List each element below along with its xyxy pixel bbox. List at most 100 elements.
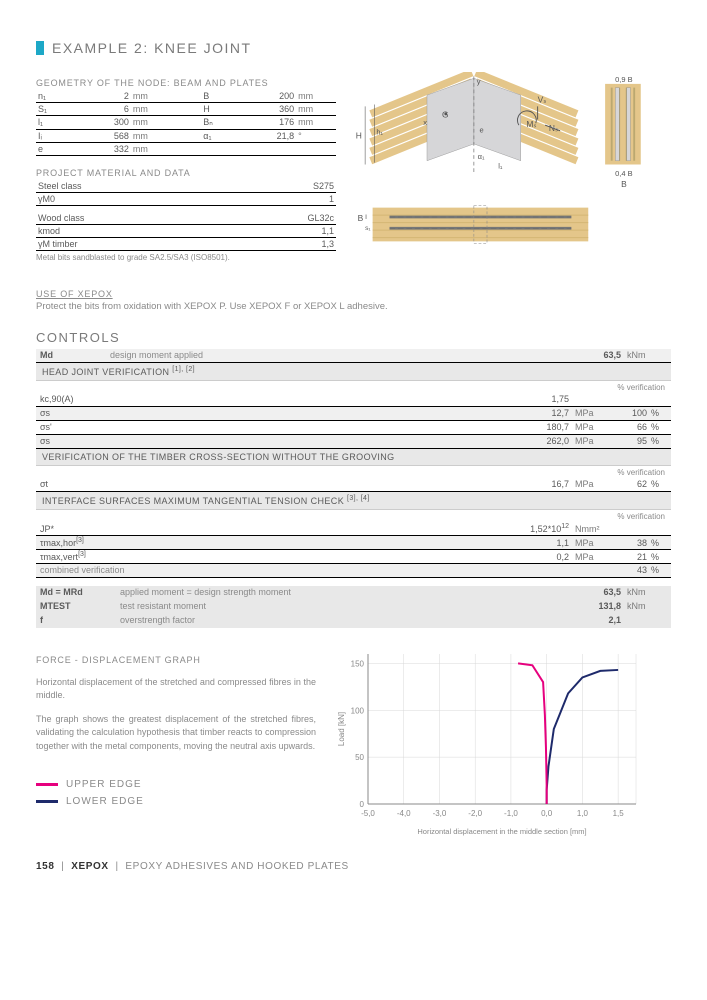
mat-sym: Wood class xyxy=(36,212,223,225)
mat-val: 1,1 xyxy=(223,225,336,238)
row-pctu: % xyxy=(651,408,667,418)
row-val: 262,0 xyxy=(475,436,575,446)
row-unit: MPa xyxy=(575,408,615,418)
row-pct: 38 xyxy=(615,538,651,548)
geom-unit: mm xyxy=(131,130,171,143)
svg-text:100: 100 xyxy=(351,706,365,715)
mat-sym: γM timber xyxy=(36,238,223,251)
row-unit: MPa xyxy=(575,422,615,432)
final-summary: Md = MRd applied moment = design strengt… xyxy=(36,586,671,628)
legend-swatch-upper xyxy=(36,783,58,786)
geom-sym: Bₙ xyxy=(201,116,244,130)
control-row: JP* 1,52*1012 Nmm² xyxy=(36,522,671,536)
svg-text:y: y xyxy=(477,77,481,86)
svg-text:e: e xyxy=(480,126,484,135)
geom-val xyxy=(244,143,296,156)
md-sym: Md xyxy=(40,350,53,360)
graph-heading: FORCE - DISPLACEMENT GRAPH xyxy=(36,654,316,668)
row-pct: 43 xyxy=(615,565,651,575)
material-table-2: Wood classGL32ckmod1,1γM timber1,3 xyxy=(36,212,336,251)
material-note: Metal bits sandblasted to grade SA2.5/SA… xyxy=(36,253,336,262)
page-title: EXAMPLE 2: KNEE JOINT xyxy=(52,40,252,56)
control-row: σs' 180,7 MPa 66 % xyxy=(36,421,671,435)
row-sym: kc,90(A) xyxy=(40,394,110,404)
knee-joint-diagram: yxGeHh₁α₁l₁VₛMₛNₛ0,9 B0,4 BBBIs₁ xyxy=(352,72,652,272)
final-val: 2,1 xyxy=(567,615,627,625)
final-unit: kNm xyxy=(627,587,667,597)
footer-brand: XEPOX xyxy=(71,861,108,872)
svg-text:Mₛ: Mₛ xyxy=(526,119,536,129)
row-pctu: % xyxy=(651,436,667,446)
geom-sym: e xyxy=(36,143,79,156)
use-text: Protect the bits from oxidation with XEP… xyxy=(36,301,671,312)
row-val: 1,75 xyxy=(475,394,575,404)
svg-text:-5,0: -5,0 xyxy=(361,809,375,818)
md-unit: kNm xyxy=(627,350,667,360)
geom-val: 300 xyxy=(79,116,131,130)
geom-sym xyxy=(201,143,244,156)
geometry-table: n₁ 2 mm B 200 mmS₁ 6 mm H 360 mml₁ 300 m… xyxy=(36,90,336,156)
row-pctu: % xyxy=(651,479,667,489)
mat-val: 1 xyxy=(233,193,337,206)
control-row: kc,90(A) 1,75 xyxy=(36,393,671,407)
final-val: 131,8 xyxy=(567,601,627,611)
final-row: f overstrength factor 2,1 xyxy=(36,614,671,628)
geom-unit: mm xyxy=(131,103,171,116)
control-row: σs 12,7 MPa 100 % xyxy=(36,407,671,421)
svg-text:x: x xyxy=(423,118,427,127)
mat-sym: γM0 xyxy=(36,193,233,206)
verif-label-2: % verification xyxy=(36,466,671,478)
row-val: 12,7 xyxy=(475,408,575,418)
row-sym: σs xyxy=(40,436,110,446)
svg-text:-2,0: -2,0 xyxy=(468,809,482,818)
svg-text:1,0: 1,0 xyxy=(577,809,589,818)
mat-sym: Steel class xyxy=(36,180,233,193)
tang-sup: [3], [4] xyxy=(347,495,370,502)
row-sym: σt xyxy=(40,479,110,489)
row-unit: Nmm² xyxy=(575,524,615,534)
graph-p2: The graph shows the greatest displacemen… xyxy=(36,713,316,754)
geometry-heading: GEOMETRY OF THE NODE: BEAM AND PLATES xyxy=(36,78,336,88)
control-row: combined verification 43 % xyxy=(36,564,671,578)
geom-sym: α₁ xyxy=(201,130,244,143)
row-pctu: % xyxy=(651,538,667,548)
svg-text:50: 50 xyxy=(355,753,364,762)
svg-text:150: 150 xyxy=(351,659,365,668)
page-footer: 158 | XEPOX | EPOXY ADHESIVES AND HOOKED… xyxy=(36,861,671,872)
row-sym: σs xyxy=(40,408,110,418)
final-row: Md = MRd applied moment = design strengt… xyxy=(36,586,671,600)
control-row: τmax,hor[3] 1,1 MPa 38 % xyxy=(36,536,671,550)
final-desc: overstrength factor xyxy=(120,615,567,625)
geom-unit: mm xyxy=(131,90,171,103)
use-heading: USE OF XEPOX xyxy=(36,289,671,299)
graph-p1: Horizontal displacement of the stretched… xyxy=(36,676,316,703)
geom-unit: mm xyxy=(131,143,171,156)
final-sym: MTEST xyxy=(40,601,120,611)
legend-swatch-lower xyxy=(36,800,58,803)
svg-text:Vₛ: Vₛ xyxy=(538,95,547,105)
title-accent xyxy=(36,41,44,55)
geom-unit: mm xyxy=(296,103,336,116)
svg-text:0,4 B: 0,4 B xyxy=(615,169,633,178)
geom-val: 568 xyxy=(79,130,131,143)
svg-text:0: 0 xyxy=(360,800,365,809)
svg-text:1,5: 1,5 xyxy=(613,809,625,818)
geom-sym: l₁ xyxy=(36,116,79,130)
row-unit: MPa xyxy=(575,436,615,446)
final-sym: f xyxy=(40,615,120,625)
geom-val: 332 xyxy=(79,143,131,156)
control-row: σt 16,7 MPa 62 % xyxy=(36,478,671,492)
svg-text:s₁: s₁ xyxy=(365,225,371,232)
row-pct: 66 xyxy=(615,422,651,432)
force-displacement-chart: -5,0-4,0-3,0-2,0-1,00,01,01,5050100150Ho… xyxy=(332,648,642,838)
row-label: combined verification xyxy=(40,565,615,575)
material-table-1: Steel classS275γM01 xyxy=(36,180,336,206)
row-val: 1,52*1012 xyxy=(475,523,575,534)
verif-label-3: % verification xyxy=(36,510,671,522)
page-title-row: EXAMPLE 2: KNEE JOINT xyxy=(36,40,671,56)
row-pct: 62 xyxy=(615,479,651,489)
geom-unit: ° xyxy=(296,130,336,143)
svg-text:I: I xyxy=(365,214,367,221)
geom-val: 200 xyxy=(244,90,296,103)
geom-sym: n₁ xyxy=(36,90,79,103)
